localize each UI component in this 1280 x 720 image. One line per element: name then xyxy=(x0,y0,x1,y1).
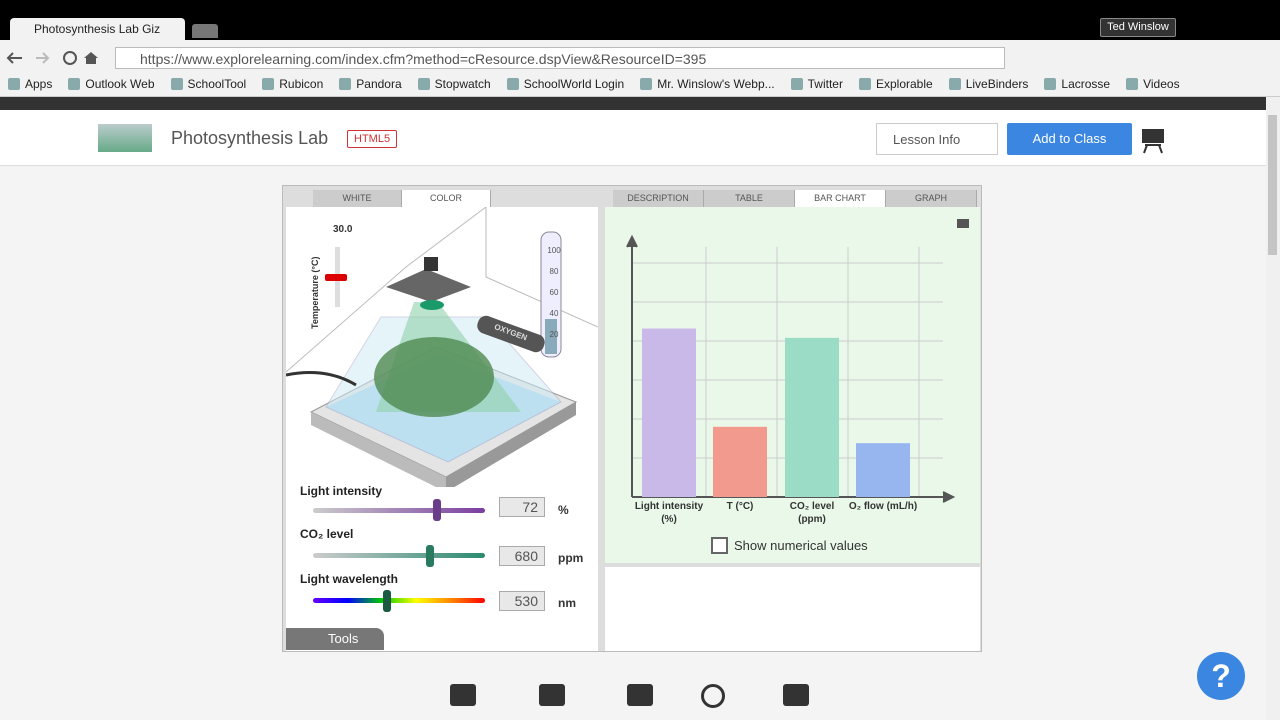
right-tabs: DESCRIPTION TABLE BAR CHART GRAPH xyxy=(613,190,977,207)
html5-badge: HTML5 xyxy=(347,130,398,148)
footer-icon[interactable] xyxy=(627,684,653,706)
thermometer-tick: 100 xyxy=(547,246,561,255)
checkbox[interactable] xyxy=(711,537,728,554)
sim-tab[interactable]: COLOR xyxy=(402,190,491,207)
lab-thumbnail xyxy=(98,124,152,152)
bar xyxy=(713,426,767,497)
lab-title: Photosynthesis Lab xyxy=(171,128,329,148)
temperature-value: 30.0 xyxy=(333,224,353,235)
scroll-thumb[interactable] xyxy=(1268,115,1277,255)
value-box[interactable]: 72 xyxy=(499,497,545,517)
lesson-info[interactable]: Lesson Info xyxy=(876,123,998,155)
bookmark[interactable]: LiveBinders xyxy=(949,75,1029,96)
present-icon[interactable] xyxy=(1141,127,1167,155)
bookmark[interactable]: Explorable xyxy=(859,75,933,96)
thermometer-tick: 60 xyxy=(550,288,559,297)
bookmark[interactable]: SchoolTool xyxy=(171,75,247,96)
thermometer-tick: 20 xyxy=(550,330,559,339)
bookmark[interactable]: Rubicon xyxy=(262,75,323,96)
footer-icon[interactable] xyxy=(783,684,809,706)
control-label: Light wavelength xyxy=(300,572,399,586)
band xyxy=(0,97,1266,110)
checkbox-label[interactable]: Show numerical values xyxy=(734,538,868,553)
thermometer-tick: 40 xyxy=(550,309,559,318)
temperature-knob[interactable] xyxy=(325,274,347,281)
sim-tab[interactable]: GRAPH xyxy=(886,190,977,207)
sim-tab[interactable]: DESCRIPTION xyxy=(613,190,704,207)
bookmark[interactable]: Videos xyxy=(1126,75,1179,96)
sim-tab[interactable]: BAR CHART xyxy=(795,190,886,207)
slider-track[interactable] xyxy=(313,553,485,558)
slider-track[interactable] xyxy=(313,508,485,513)
slider-track[interactable] xyxy=(313,598,485,603)
slider-knob[interactable] xyxy=(433,499,441,521)
bookmark[interactable]: Mr. Winslow's Webp... xyxy=(640,75,774,96)
bookmark[interactable]: SchoolWorld Login xyxy=(507,75,625,96)
panel-lower xyxy=(605,567,980,651)
bookmark[interactable]: Lacrosse xyxy=(1044,75,1110,96)
bookmark[interactable]: Apps xyxy=(8,75,52,96)
footer-icon[interactable] xyxy=(701,684,725,708)
thermometer-tick: 80 xyxy=(550,267,559,276)
control-label: Light intensity xyxy=(300,484,382,498)
control-label: CO₂ level xyxy=(300,527,354,541)
new-tab[interactable] xyxy=(192,24,218,38)
tools-button[interactable]: Tools xyxy=(286,628,384,650)
slider-knob[interactable] xyxy=(383,590,391,612)
footer-icon[interactable] xyxy=(450,684,476,706)
address-bar[interactable]: https://www.explorelearning.com/index.cf… xyxy=(115,47,1005,69)
bar-label: CO₂ level (ppm) xyxy=(789,501,835,525)
bar-label: T (°C) xyxy=(726,501,754,512)
camera-icon[interactable] xyxy=(957,219,969,228)
bookmark[interactable]: Pandora xyxy=(339,75,401,96)
browser-tab[interactable]: Photosynthesis Lab Giz xyxy=(10,18,185,40)
add-to-class[interactable]: Add to Class xyxy=(1007,123,1132,155)
footer-icon[interactable] xyxy=(539,684,565,706)
sim-tab[interactable]: WHITE xyxy=(313,190,402,207)
left-tabs: WHITE COLOR xyxy=(313,190,491,207)
unit: ppm xyxy=(558,551,584,565)
temperature-label: Temperature (°C) xyxy=(310,257,320,329)
bar-label: Light intensity (%) xyxy=(634,501,704,525)
value-box[interactable]: 680 xyxy=(499,546,545,566)
bar-chart xyxy=(626,219,969,503)
bar-label: O₂ flow (mL/h) xyxy=(848,501,918,512)
nav-buttons xyxy=(6,51,98,65)
value-box[interactable]: 530 xyxy=(499,591,545,611)
bookmark[interactable]: Stopwatch xyxy=(418,75,491,96)
help-button[interactable]: ? xyxy=(1197,652,1245,700)
bar xyxy=(642,328,696,497)
sim-tab[interactable]: TABLE xyxy=(704,190,795,207)
unit: nm xyxy=(558,596,576,610)
bookmark[interactable]: Twitter xyxy=(791,75,843,96)
bar xyxy=(785,337,839,497)
bar xyxy=(856,443,910,497)
user-badge[interactable]: Ted Winslow xyxy=(1100,18,1176,37)
unit: % xyxy=(558,503,569,517)
bookmarks-bar: Apps Outlook Web SchoolTool Rubicon Pandora S… xyxy=(0,75,1280,97)
slider-knob[interactable] xyxy=(426,545,434,567)
bookmark[interactable]: Outlook Web xyxy=(68,75,154,96)
